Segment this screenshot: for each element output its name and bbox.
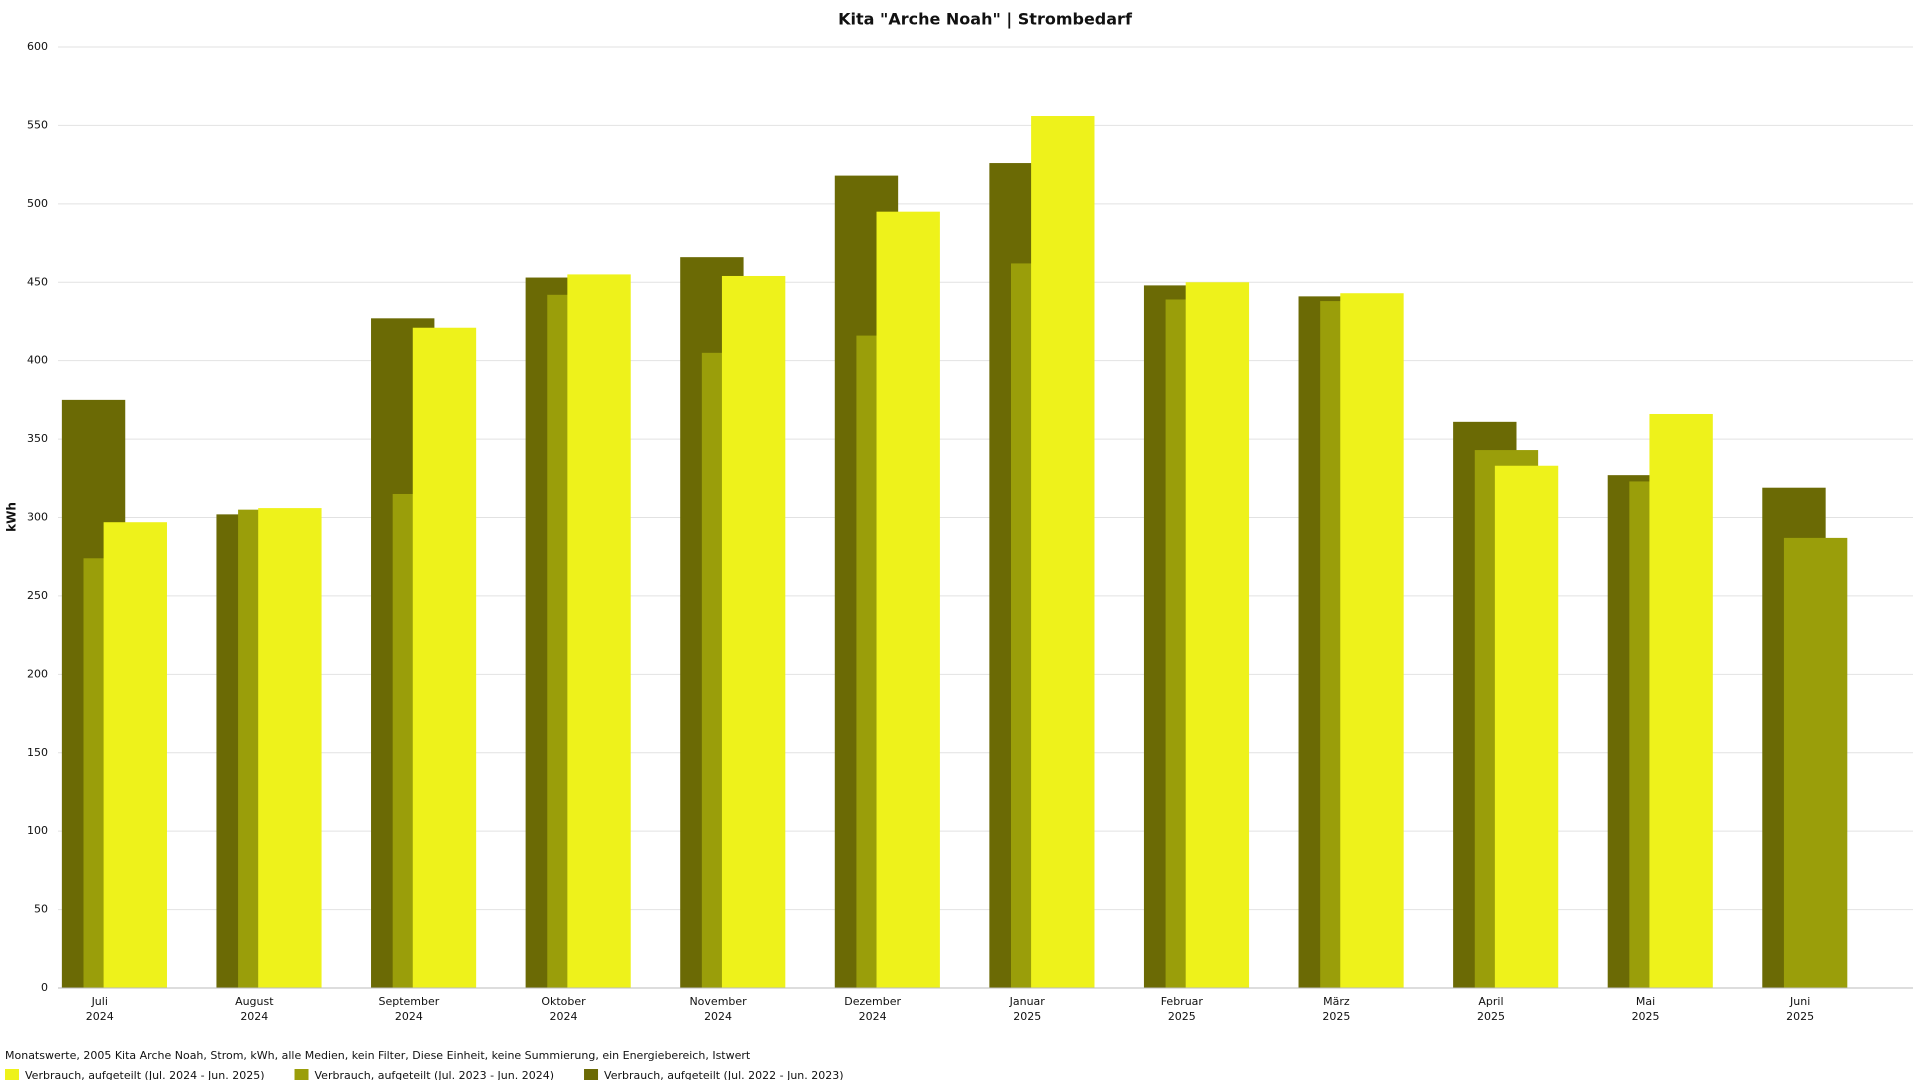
x-tick-label: 2024 (240, 1010, 268, 1023)
chart-title: Kita "Arche Noah" | Strombedarf (838, 10, 1133, 30)
y-tick-label: 150 (27, 746, 48, 759)
y-axis-label: kWh (5, 502, 19, 532)
bar (876, 211, 940, 989)
x-tick-label: 2024 (395, 1010, 423, 1023)
x-tick-label: 2024 (86, 1010, 114, 1023)
x-tick-label: 2024 (549, 1010, 577, 1023)
bar (1340, 293, 1404, 988)
x-tick-label: November (689, 995, 747, 1008)
bar (1031, 116, 1095, 989)
y-tick-label: 600 (27, 40, 48, 53)
footnote: Monatswerte, 2005 Kita Arche Noah, Strom… (5, 1049, 751, 1062)
x-tick-label: 2025 (1168, 1010, 1196, 1023)
legend-label: Verbrauch, aufgeteilt (Jul. 2023 - Jun. … (315, 1069, 555, 1080)
y-tick-label: 450 (27, 275, 48, 288)
y-tick-label: 400 (27, 354, 48, 367)
x-tick-label: Juni (1789, 995, 1810, 1008)
y-tick-label: 200 (27, 667, 48, 680)
x-tick-label: Dezember (844, 995, 901, 1008)
legend-label: Verbrauch, aufgeteilt (Jul. 2022 - Jun. … (604, 1069, 844, 1080)
x-tick-label: 2025 (1632, 1010, 1660, 1023)
bar (1649, 413, 1713, 988)
y-tick-label: 350 (27, 432, 48, 445)
x-tick-label: 2024 (704, 1010, 732, 1023)
bar (567, 274, 631, 988)
x-tick-label: 2025 (1477, 1010, 1505, 1023)
bar (412, 327, 477, 988)
bar (1783, 537, 1848, 988)
x-tick-label: Januar (1009, 995, 1046, 1008)
x-tick-label: September (378, 995, 439, 1008)
y-tick-label: 100 (27, 824, 48, 837)
y-tick-label: 50 (34, 903, 48, 916)
bar (1494, 465, 1559, 988)
x-tick-label: Februar (1161, 995, 1204, 1008)
x-tick-label: April (1478, 995, 1503, 1008)
x-tick-label: 2024 (859, 1010, 887, 1023)
x-tick-label: Juli (91, 995, 108, 1008)
y-tick-label: 550 (27, 118, 48, 131)
y-tick-label: 500 (27, 197, 48, 210)
x-tick-label: 2025 (1013, 1010, 1041, 1023)
x-tick-label: 2025 (1322, 1010, 1350, 1023)
legend-swatch (584, 1069, 599, 1080)
x-tick-label: Mai (1636, 995, 1655, 1008)
y-tick-label: 300 (27, 511, 48, 524)
bar (721, 275, 786, 988)
bar (258, 508, 322, 988)
legend-swatch (294, 1069, 309, 1080)
bar (1185, 282, 1250, 988)
legend-label: Verbrauch, aufgeteilt (Jul. 2024 - Jun. … (25, 1069, 265, 1080)
y-tick-label: 250 (27, 589, 48, 602)
x-tick-label: März (1323, 995, 1350, 1008)
x-tick-label: 2025 (1786, 1010, 1814, 1023)
legend-swatch (5, 1069, 19, 1080)
x-tick-label: Oktober (541, 995, 586, 1008)
y-tick-label: 0 (41, 981, 48, 994)
x-tick-label: August (235, 995, 274, 1008)
bar (103, 522, 167, 988)
